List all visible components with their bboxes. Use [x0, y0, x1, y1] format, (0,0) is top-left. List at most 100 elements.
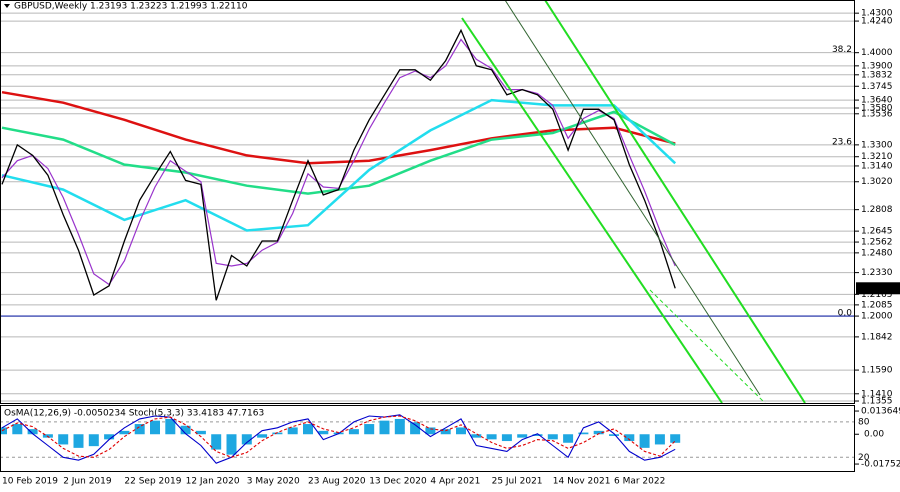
bar — [180, 425, 191, 435]
bar — [501, 434, 512, 442]
x-tick-label: 10 Feb 2019 — [2, 477, 58, 487]
fib-label: 0.0 — [838, 309, 853, 319]
y-tick-label: 1.4300 — [861, 9, 893, 19]
bar — [578, 432, 589, 435]
channel-line — [544, 0, 806, 404]
y-tick-label: 1.3300 — [861, 140, 893, 150]
bar — [226, 434, 237, 455]
bar — [471, 434, 482, 438]
series-line — [1, 415, 676, 458]
bar — [150, 420, 160, 435]
x-tick-label: 22 Sep 2019 — [124, 477, 181, 487]
x-tick-label: 14 Nov 2021 — [553, 477, 611, 487]
y-tick-label: 0.00 — [864, 430, 884, 440]
y-tick-label: 1.1590 — [861, 366, 893, 376]
y-tick-label: 1.2330 — [861, 268, 893, 278]
bar — [272, 432, 283, 435]
last-price-label: 1.2211 — [861, 284, 893, 294]
bar — [165, 418, 176, 435]
bar — [241, 434, 252, 445]
bar — [532, 434, 543, 436]
channel-line — [649, 289, 766, 404]
osc-frame — [0, 405, 855, 472]
menu-arrow — [4, 4, 10, 8]
y-tick-label: 1.1842 — [861, 332, 893, 342]
bar — [211, 434, 222, 450]
y-tick-label: 1.2480 — [861, 248, 893, 258]
bar — [410, 422, 421, 435]
x-tick-label: 6 Mar 2022 — [614, 477, 665, 487]
x-tick-label: 12 Jan 2020 — [186, 477, 240, 487]
y-tick-label: 1.3640 — [861, 96, 893, 106]
osc-title: OsMA(12,26,9) -0.0050234 Stoch(5,3,3) 33… — [4, 409, 264, 419]
bar — [348, 429, 359, 435]
bar — [12, 424, 23, 435]
bar — [27, 429, 38, 435]
bar — [425, 427, 436, 435]
x-tick-label: 23 Aug 2020 — [308, 477, 366, 487]
bar — [88, 434, 99, 447]
y2-tick-label: 20 — [858, 453, 870, 463]
y-tick-label: 1.1355 — [861, 397, 893, 407]
y-tick-label: 1.1410 — [861, 389, 893, 399]
bar — [73, 434, 84, 448]
bar — [379, 420, 390, 435]
bar — [609, 434, 619, 436]
y-tick-label: 1.4000 — [861, 48, 893, 58]
bar — [456, 427, 466, 435]
bar — [195, 430, 206, 435]
y-tick-label: 1.4240 — [861, 17, 893, 27]
bar — [639, 434, 650, 448]
main-frame — [0, 0, 855, 404]
y-tick-label: 1.2562 — [861, 238, 893, 248]
y2-tick-label: 80 — [858, 417, 870, 427]
bar — [517, 434, 528, 438]
channel-line — [504, 0, 761, 396]
y-tick-label: 1.3900 — [861, 61, 893, 71]
bar — [0, 427, 7, 435]
bar — [394, 418, 405, 435]
y-tick-label: 1.3580 — [861, 103, 893, 113]
bar — [624, 434, 635, 442]
y-tick-label: 1.2645 — [861, 227, 893, 237]
bar — [654, 434, 665, 445]
x-tick-label: 2 Jun 2019 — [63, 477, 112, 487]
bar — [670, 434, 681, 443]
chart-title: GBPUSD,Weekly 1.23193 1.23223 1.21993 1.… — [14, 2, 248, 12]
bar — [134, 424, 145, 435]
bar — [440, 429, 451, 435]
x-tick-label: 25 Jul 2021 — [492, 477, 543, 487]
series-line — [1, 414, 676, 464]
bar — [287, 427, 298, 435]
y-tick-label: 1.2085 — [861, 300, 893, 310]
fib-label: 23.6 — [832, 137, 852, 147]
bar — [104, 434, 115, 440]
y-tick-label: 1.3536 — [861, 109, 893, 119]
bar — [593, 430, 604, 435]
bar — [486, 434, 497, 440]
bar — [364, 424, 375, 435]
y-tick-label: 1.3020 — [861, 177, 893, 187]
y-tick-label: -0.017524 — [861, 460, 900, 470]
y-tick-label: 1.2000 — [861, 312, 893, 322]
bar — [58, 434, 69, 445]
bar — [257, 434, 268, 438]
series-line — [1, 28, 676, 301]
last-price-box — [856, 282, 900, 295]
oscillator-panel: 80 20 0.0136496 0.00 -0.017524 — [0, 407, 900, 470]
y-tick-label: 1.2808 — [861, 205, 893, 215]
bar — [563, 434, 574, 443]
series-line — [1, 98, 677, 232]
x-tick-label: 3 May 2020 — [247, 477, 300, 487]
bar — [303, 424, 313, 435]
bar — [119, 430, 130, 435]
y-tick-label: 1.3210 — [861, 152, 893, 162]
x-tick-label: 4 Apr 2021 — [430, 477, 480, 487]
channel-line — [461, 17, 723, 404]
y-tick-label: 1.3832 — [861, 70, 893, 80]
y-tick-label: 1.3745 — [861, 82, 893, 92]
y-tick-label: 0.0136496 — [861, 407, 900, 417]
